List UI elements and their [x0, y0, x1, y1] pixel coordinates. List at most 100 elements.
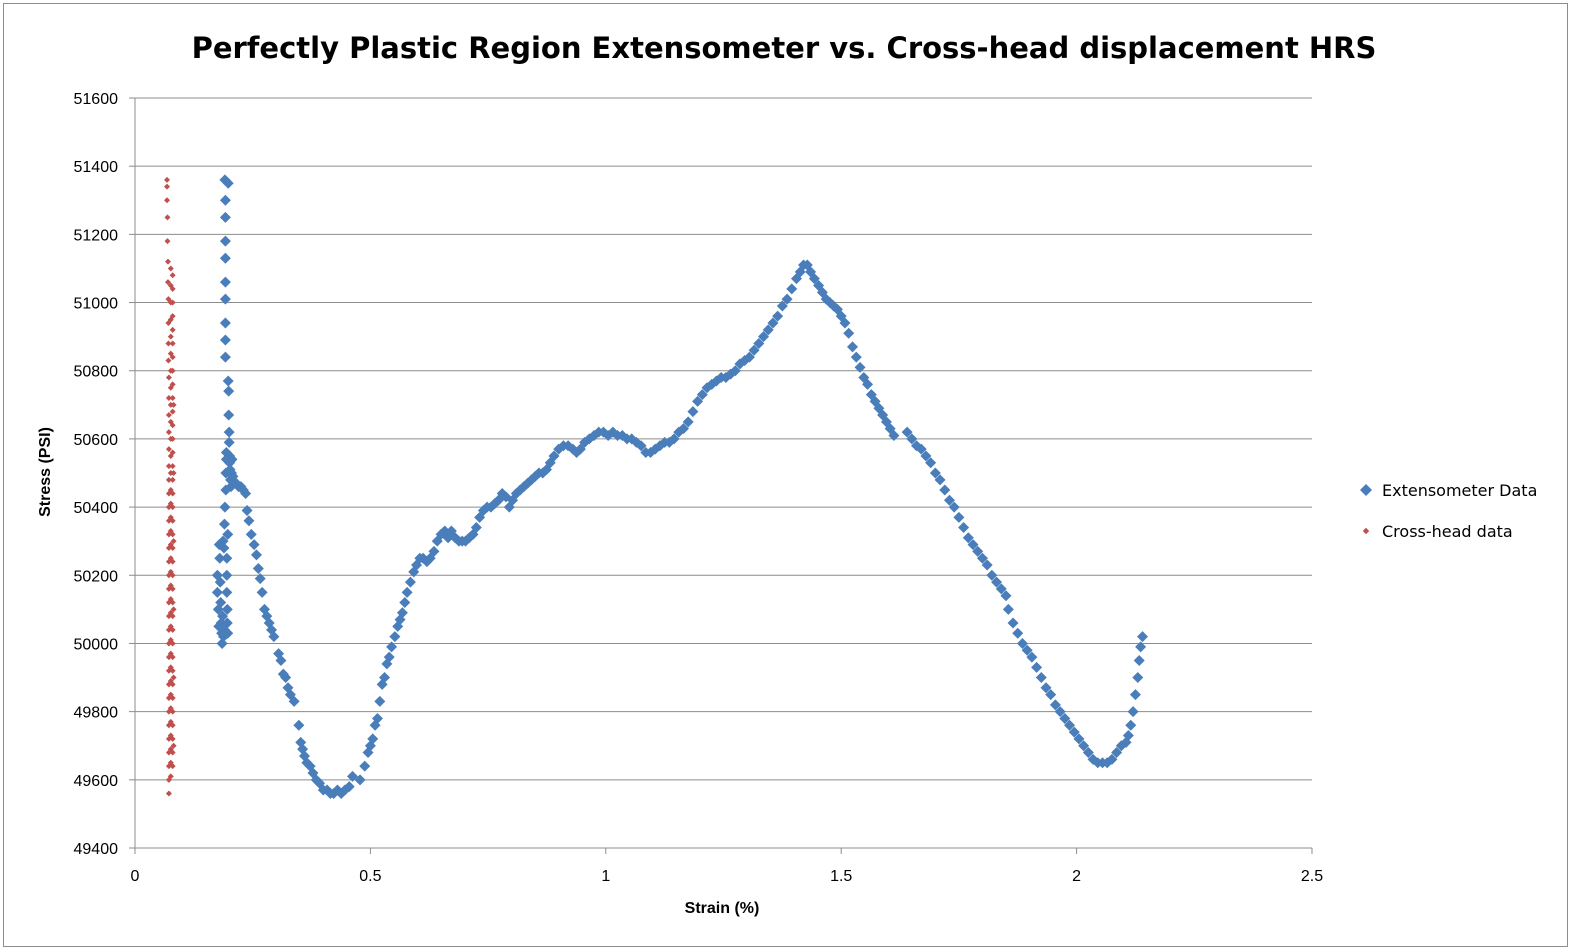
extensometer-point [219, 334, 231, 346]
crosshead-point [169, 367, 176, 374]
y-tick-label: 51200 [74, 227, 119, 244]
extensometer-point [1035, 672, 1047, 684]
extensometer-point [1111, 747, 1123, 759]
axes [129, 97, 1313, 854]
extensometer-point [219, 252, 231, 264]
crosshead-point [165, 357, 172, 364]
extensometer-point [1012, 627, 1024, 639]
y-tick-label: 51000 [74, 296, 119, 313]
extensometer-point [1021, 644, 1033, 656]
extensometer-point [211, 586, 223, 598]
crosshead-point [169, 463, 176, 470]
extensometer-point [986, 569, 998, 581]
extensometer-point [1082, 747, 1094, 759]
crosshead-point [169, 381, 176, 388]
extensometer-point [219, 317, 231, 329]
extensometer-point [729, 365, 741, 377]
extensometer-point [254, 573, 266, 585]
extensometer-point [1040, 682, 1052, 694]
extensometer-point [862, 378, 874, 390]
extensometer-point [843, 327, 855, 339]
crosshead-point [165, 340, 172, 347]
x-tick-labels: 0 0.5 1 1.5 2 2.5 [131, 868, 1324, 885]
extensometer-point [1122, 730, 1134, 741]
extensometer-point [753, 337, 765, 349]
extensometer-point [1127, 706, 1139, 718]
extensometer-point [222, 177, 234, 189]
extensometer-point [574, 443, 586, 455]
extensometer-point [943, 494, 955, 506]
extensometer-point [1016, 637, 1028, 649]
extensometer-point [1000, 590, 1012, 602]
extensometer-point [1026, 651, 1038, 663]
crosshead-point [164, 214, 171, 221]
crosshead-point [169, 654, 176, 661]
crosshead-point [169, 340, 176, 347]
extensometer-point [696, 389, 708, 401]
legend-item-extensometer: Extensometer Data [1360, 481, 1537, 500]
extensometer-point [371, 712, 383, 724]
crosshead-point [164, 279, 171, 286]
extensometer-point [268, 631, 280, 643]
extensometer-point [218, 518, 230, 530]
extensometer-point [948, 501, 960, 513]
y-tick-label: 51600 [74, 91, 119, 108]
extensometer-point [772, 310, 784, 322]
extensometer-point [906, 433, 918, 445]
crosshead-point [169, 531, 176, 538]
extensometer-point [850, 351, 862, 363]
extensometer-point [223, 409, 235, 421]
extensometer-point [758, 331, 770, 343]
extensometer-point [219, 194, 231, 206]
extensometer-point [1133, 655, 1145, 666]
crosshead-point [164, 176, 171, 183]
extensometer-point [386, 641, 398, 653]
extensometer-point [343, 781, 355, 793]
extensometer-point [248, 539, 260, 551]
extensometer-point [1129, 689, 1141, 701]
y-tick-labels: 49400 49600 49800 50000 50200 50400 50600 50800… [74, 91, 119, 858]
y-tick-label: 50400 [74, 500, 119, 517]
crosshead-point [165, 463, 172, 470]
extensometer-point [1059, 712, 1071, 724]
extensometer-point [221, 617, 233, 629]
extensometer-point [1054, 706, 1066, 718]
y-tick-label: 50600 [74, 432, 119, 449]
extensometer-point [1073, 733, 1085, 745]
extensometer-point [748, 344, 760, 356]
extensometer-point [682, 416, 694, 428]
extensometer-point [217, 610, 229, 622]
crosshead-point [169, 640, 176, 647]
crosshead-point [169, 490, 176, 497]
crosshead-point [169, 572, 176, 579]
extensometer-point [217, 535, 229, 547]
extensometer-point [839, 317, 851, 329]
extensometer-point [635, 440, 647, 452]
crosshead-point [169, 422, 176, 429]
crosshead-point [169, 681, 176, 688]
x-tick-label: 0.5 [359, 868, 381, 885]
crosshead-point [164, 183, 171, 190]
extensometer-point [1132, 672, 1144, 684]
crosshead-point [169, 722, 176, 729]
crosshead-point [164, 238, 171, 245]
extensometer-point [548, 450, 560, 462]
crosshead-point [169, 395, 176, 401]
extensometer-point [1137, 631, 1149, 643]
extensometer-point [1002, 603, 1014, 615]
extensometer-point [223, 426, 235, 438]
crosshead-point [169, 613, 176, 620]
extensometer-point [354, 774, 366, 786]
extensometer-point [404, 576, 416, 588]
y-axis-label: Stress (PSI) [37, 427, 54, 517]
extensometer-point [1078, 740, 1090, 752]
crosshead-point [165, 374, 172, 381]
y-tick-label: 50000 [74, 636, 119, 653]
extensometer-point [901, 426, 913, 438]
crosshead-point [169, 708, 176, 715]
extensometer-point [280, 672, 292, 684]
extensometer-point [275, 655, 287, 666]
crosshead-point [169, 449, 176, 456]
extensometer-point [967, 539, 979, 551]
y-tick-label: 49800 [74, 705, 119, 722]
